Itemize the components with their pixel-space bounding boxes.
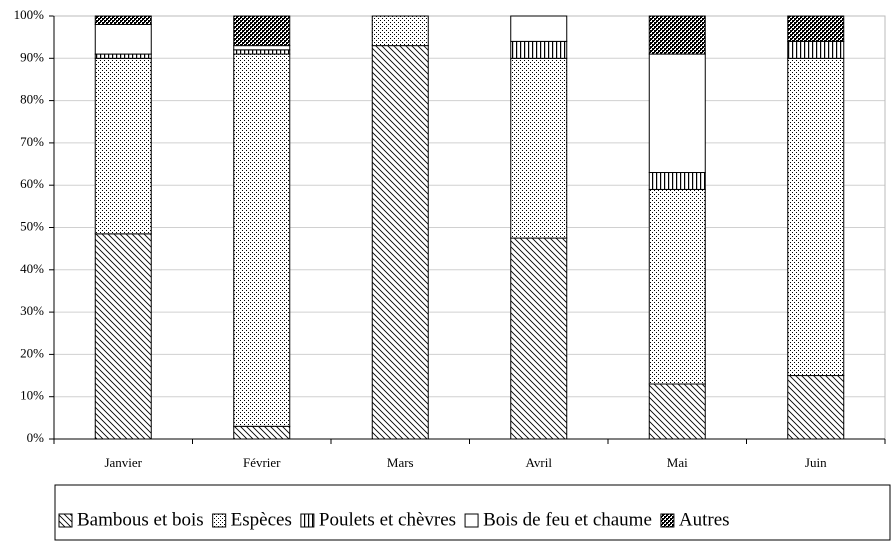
y-tick-label: 100% — [14, 7, 45, 22]
bar-segment — [94, 23, 152, 55]
bar-segment — [787, 40, 845, 59]
y-tick-label: 40% — [20, 261, 44, 276]
y-tick-label: 60% — [20, 176, 44, 191]
bar-segment — [510, 237, 568, 440]
bar-segment — [510, 40, 568, 59]
bar-segment — [233, 49, 291, 55]
legend-label: Autres — [679, 509, 730, 530]
bar-segment — [787, 57, 845, 377]
y-tick-label: 90% — [20, 49, 44, 64]
y-tick-label: 20% — [20, 345, 44, 360]
y-tick-label: 50% — [20, 218, 44, 233]
bar-segment — [94, 233, 152, 440]
x-tick-label: Janvier — [104, 455, 142, 470]
bar-segment — [648, 53, 706, 174]
legend-swatch — [212, 513, 227, 528]
bar-segment — [787, 15, 845, 42]
x-tick-label: Mai — [667, 455, 688, 470]
bar-segment — [233, 15, 291, 47]
y-tick-label: 80% — [20, 92, 44, 107]
bar-segment — [648, 15, 706, 55]
x-tick-label: Février — [243, 455, 281, 470]
bar-segment — [94, 53, 152, 59]
legend-swatch — [58, 513, 73, 528]
x-tick-label: Mars — [387, 455, 414, 470]
bar-segment — [787, 375, 845, 440]
legend-swatch — [660, 513, 675, 528]
bar-segment — [648, 383, 706, 440]
y-tick-label: 10% — [20, 388, 44, 403]
bar-segment — [510, 57, 568, 239]
bar-segment — [94, 15, 152, 25]
x-tick-label: Avril — [526, 455, 553, 470]
legend-swatch — [300, 513, 315, 528]
legend-label: Poulets et chèvres — [319, 509, 456, 530]
bar-segment — [233, 425, 291, 440]
legend-label: Bois de feu et chaume — [483, 509, 652, 530]
bar-segment — [371, 15, 429, 47]
bar-segment — [510, 15, 568, 42]
legend-label: Espèces — [231, 509, 292, 530]
y-tick-label: 0% — [27, 430, 45, 445]
bar-segment — [371, 45, 429, 440]
bar-segment — [94, 57, 152, 235]
legend-swatch — [464, 513, 479, 528]
bar-segment — [233, 53, 291, 427]
y-tick-label: 70% — [20, 134, 44, 149]
bar-segment — [648, 188, 706, 385]
bar-segment — [233, 45, 291, 51]
legend-label: Bambous et bois — [77, 509, 204, 530]
x-tick-label: Juin — [805, 455, 827, 470]
y-tick-label: 30% — [20, 303, 44, 318]
bar-segment — [648, 172, 706, 190]
legend-box — [54, 484, 891, 541]
